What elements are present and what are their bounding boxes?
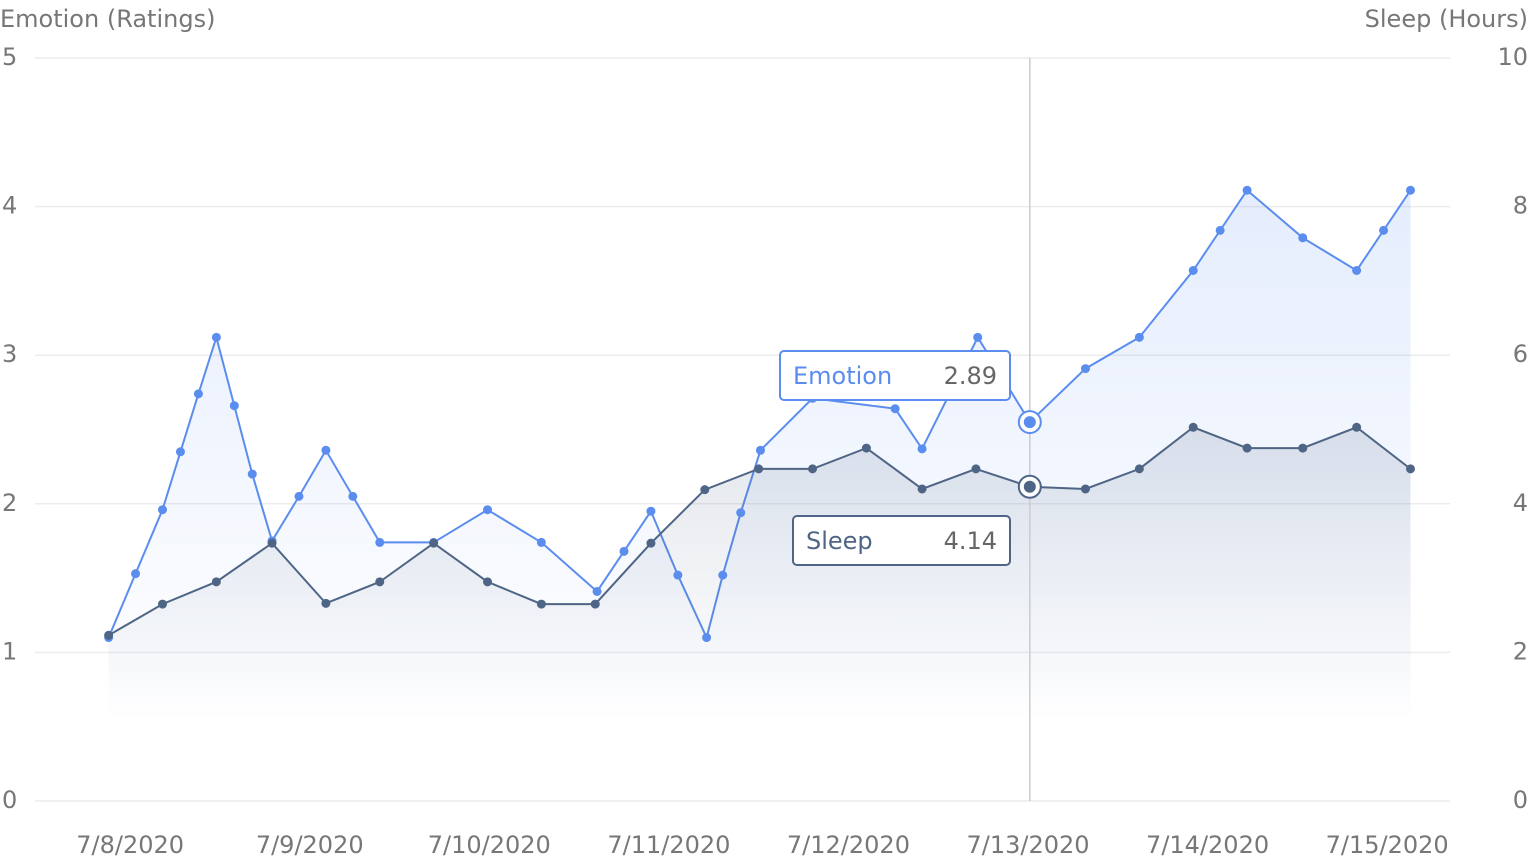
point	[294, 491, 304, 501]
y-tick-label: 5	[2, 43, 17, 71]
point	[861, 443, 871, 453]
point	[211, 577, 221, 587]
point	[321, 598, 331, 608]
point	[755, 445, 765, 455]
point	[1298, 443, 1308, 453]
tooltip-box	[779, 350, 1011, 401]
x-tick-label: 7/15/2020	[1326, 831, 1449, 859]
y2-tick-label: 6	[1513, 340, 1528, 368]
point	[536, 537, 546, 547]
point	[1405, 185, 1415, 195]
point	[973, 332, 983, 342]
point	[1298, 233, 1308, 243]
y-axis-title: Emotion (Ratings)	[0, 5, 215, 33]
y-tick-label: 3	[2, 340, 17, 368]
x-tick-label: 7/13/2020	[966, 831, 1089, 859]
y2-tick-label: 2	[1513, 637, 1528, 665]
point	[718, 570, 728, 580]
point	[917, 484, 927, 494]
tooltip-box	[792, 515, 1011, 566]
point	[619, 546, 629, 556]
y-tick-label: 4	[2, 192, 17, 220]
y2-tick-label: 10	[1497, 43, 1528, 71]
y-tick-label: 0	[2, 786, 17, 814]
point	[702, 633, 712, 643]
y-tick-label: 2	[2, 489, 17, 517]
point	[736, 508, 746, 518]
point	[1023, 480, 1036, 493]
y-tick-label: 1	[2, 637, 17, 665]
point	[131, 569, 141, 579]
point	[1242, 185, 1252, 195]
point	[1023, 416, 1036, 429]
point	[483, 577, 493, 587]
point	[1188, 265, 1198, 275]
point	[700, 485, 710, 495]
tooltip-name: Sleep	[806, 527, 873, 555]
point	[1188, 422, 1198, 432]
point	[483, 505, 493, 515]
point	[1405, 464, 1415, 474]
point	[1215, 225, 1225, 235]
tooltip: Emotion 2.89	[779, 350, 1011, 401]
point	[917, 444, 927, 454]
point	[348, 491, 358, 501]
point	[890, 404, 900, 414]
point	[646, 538, 656, 548]
x-tick-label: 7/8/2020	[76, 831, 184, 859]
point	[1379, 225, 1389, 235]
point	[754, 464, 764, 474]
y2-tick-label: 8	[1513, 192, 1528, 220]
x-tick-label: 7/12/2020	[787, 831, 910, 859]
tooltip-value: 4.14	[944, 527, 997, 555]
point	[536, 599, 546, 609]
point	[193, 389, 203, 399]
tooltip-name: Emotion	[793, 362, 892, 390]
point	[1352, 422, 1362, 432]
point	[157, 599, 167, 609]
point	[1080, 364, 1090, 374]
point	[429, 538, 439, 548]
x-tick-label: 7/9/2020	[256, 831, 364, 859]
point	[1134, 332, 1144, 342]
point	[1080, 484, 1090, 494]
point	[157, 505, 167, 515]
tooltip: Sleep 4.14	[792, 515, 1011, 566]
point	[375, 537, 385, 547]
point	[247, 469, 257, 479]
point	[1352, 265, 1362, 275]
point	[590, 599, 600, 609]
point	[175, 447, 185, 457]
y2-axis-title: Sleep (Hours)	[1365, 5, 1528, 33]
point	[646, 506, 656, 516]
point	[104, 630, 114, 640]
point	[673, 570, 683, 580]
area	[108, 427, 1411, 720]
point	[971, 464, 981, 474]
point	[321, 445, 331, 455]
point	[592, 586, 602, 596]
point	[375, 577, 385, 587]
point	[808, 464, 818, 474]
x-tick-label: 7/10/2020	[428, 831, 551, 859]
y2-tick-label: 4	[1513, 489, 1528, 517]
x-tick-label: 7/11/2020	[607, 831, 730, 859]
point	[1134, 464, 1144, 474]
x-tick-label: 7/14/2020	[1146, 831, 1269, 859]
point	[1242, 443, 1252, 453]
y2-tick-label: 0	[1513, 786, 1528, 814]
tooltip-value: 2.89	[944, 362, 997, 390]
point	[211, 332, 221, 342]
point	[229, 401, 239, 411]
point	[267, 538, 277, 548]
